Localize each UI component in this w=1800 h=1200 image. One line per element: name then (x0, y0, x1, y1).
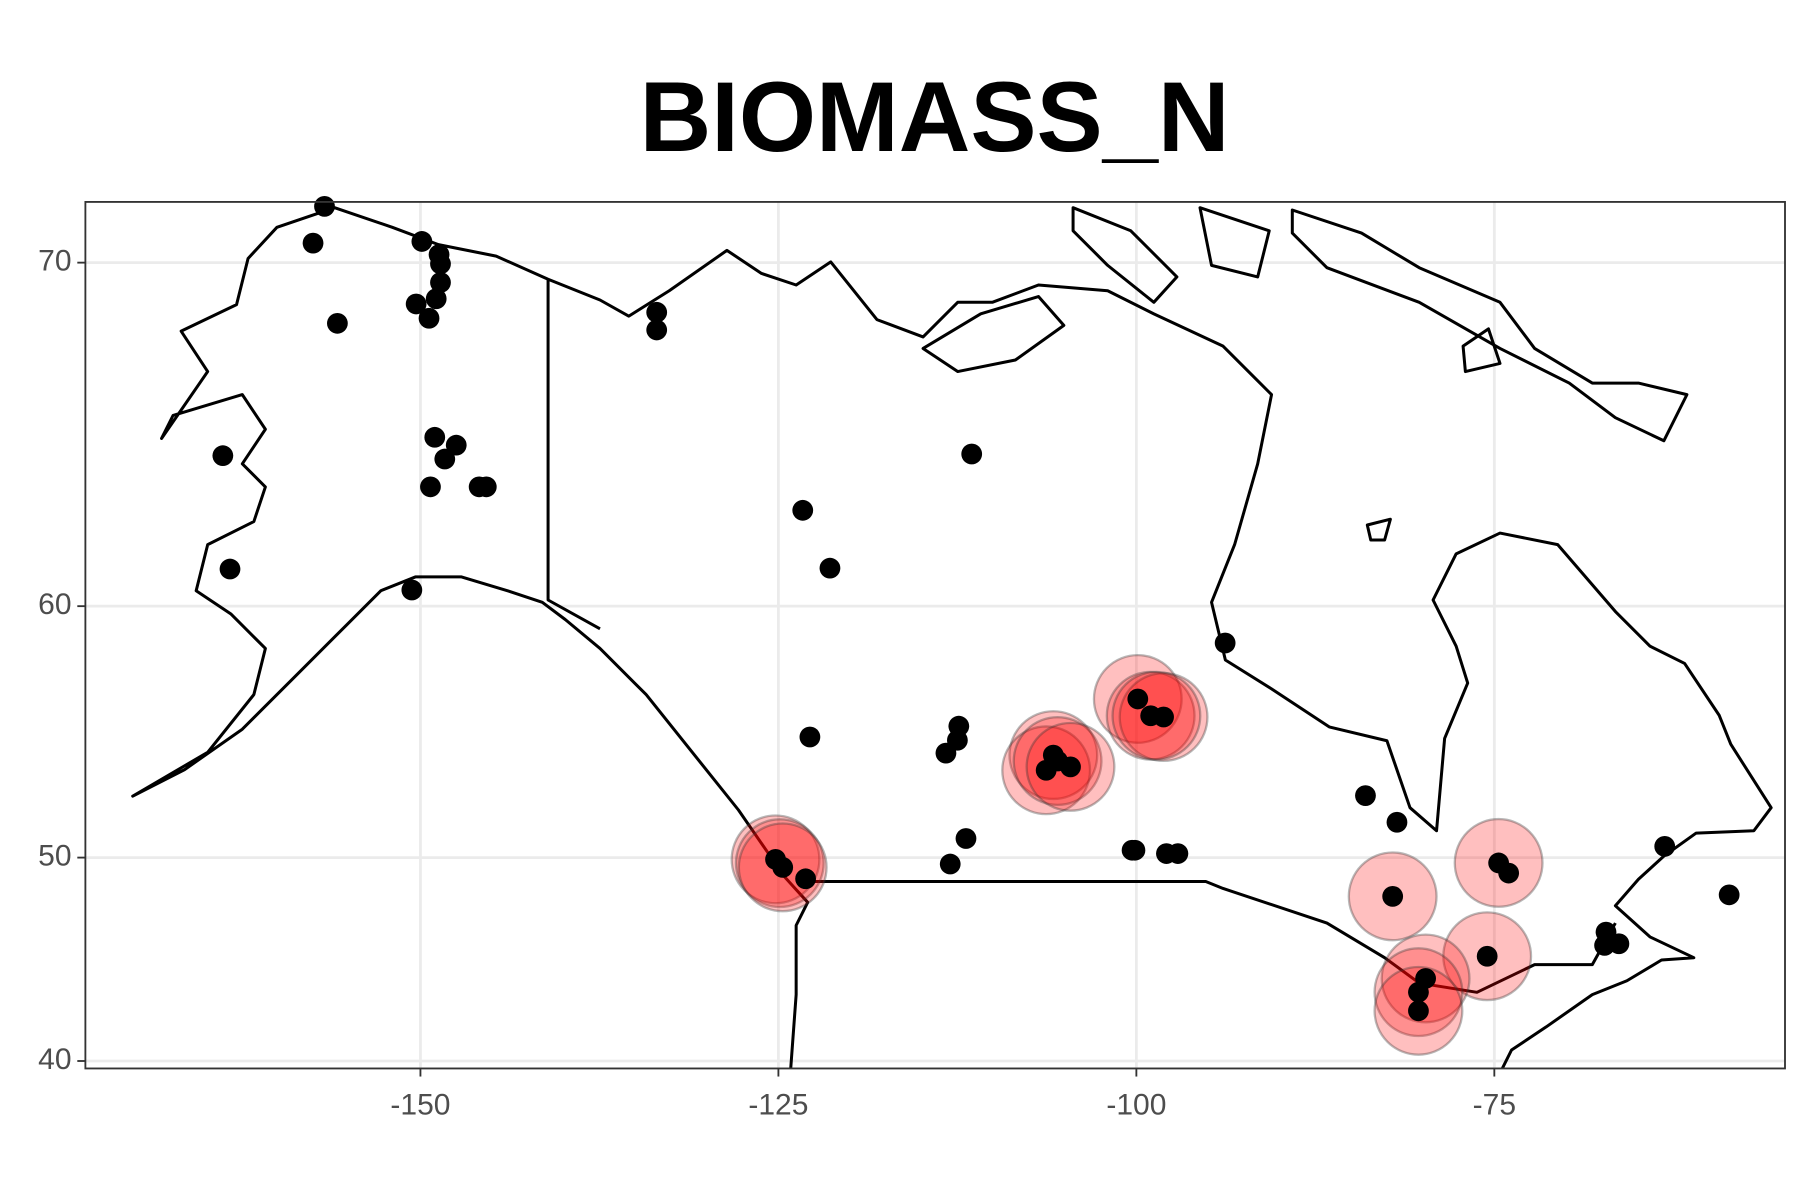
site-point (219, 558, 241, 580)
site-point (772, 856, 794, 878)
site-point (935, 742, 957, 764)
site-point (1382, 885, 1404, 907)
x-tick-label: -125 (748, 1088, 808, 1121)
chart-title: BIOMASS_N (640, 62, 1230, 173)
site-point (411, 231, 433, 252)
mainland-coast (131, 206, 1773, 1069)
site-point (212, 445, 234, 467)
y-tick-label: 60 (38, 588, 71, 621)
site-point (1594, 934, 1615, 956)
site-point (418, 307, 440, 329)
site-point (1498, 862, 1520, 884)
site-point (646, 319, 668, 341)
site-point (445, 434, 467, 456)
x-tick-label: -150 (390, 1088, 450, 1121)
x-tick-label: -75 (1473, 1088, 1516, 1121)
site-point (1718, 884, 1740, 906)
y-tick-label: 70 (38, 245, 71, 278)
coastlines (131, 206, 1773, 1069)
axes: -150 -125 -100 -75 70 60 50 40 (38, 245, 1516, 1122)
site-point (1355, 785, 1376, 807)
site-point (961, 443, 983, 465)
victoria-island (921, 295, 1066, 374)
panel-border (84, 201, 1786, 1070)
site-point (792, 499, 814, 521)
site-point (795, 868, 816, 890)
site-point (420, 476, 441, 498)
site-point (430, 253, 451, 275)
site-point (314, 196, 335, 217)
baffin-island (1290, 208, 1689, 443)
site-point (302, 232, 324, 254)
site-point (327, 312, 348, 334)
site-point (1167, 843, 1189, 864)
site-point (1476, 945, 1498, 967)
x-tick-label: -100 (1106, 1088, 1166, 1121)
site-point (430, 272, 451, 293)
borders (546, 279, 1617, 994)
y-tick-label: 50 (38, 840, 71, 873)
site-point (939, 853, 961, 875)
site-point (1654, 836, 1676, 857)
site-point (1214, 632, 1236, 654)
site-point (1408, 981, 1429, 1003)
site-point (434, 448, 456, 470)
site-point (1047, 750, 1069, 772)
site-point (819, 557, 841, 579)
site-point (424, 426, 446, 448)
site-point (1153, 706, 1174, 728)
y-tick-label: 40 (38, 1043, 71, 1076)
site-point (646, 301, 668, 323)
site-point (475, 476, 497, 498)
site-point (405, 293, 427, 315)
site-point (425, 288, 447, 310)
site-point (955, 828, 977, 849)
site-point (1127, 688, 1149, 710)
points (212, 196, 1740, 1022)
site-point (1408, 1000, 1429, 1022)
site-point (401, 579, 423, 601)
site-point (799, 726, 821, 748)
site-point (1386, 811, 1408, 833)
site-point (1124, 839, 1146, 861)
arctic-islands (1071, 206, 1502, 542)
